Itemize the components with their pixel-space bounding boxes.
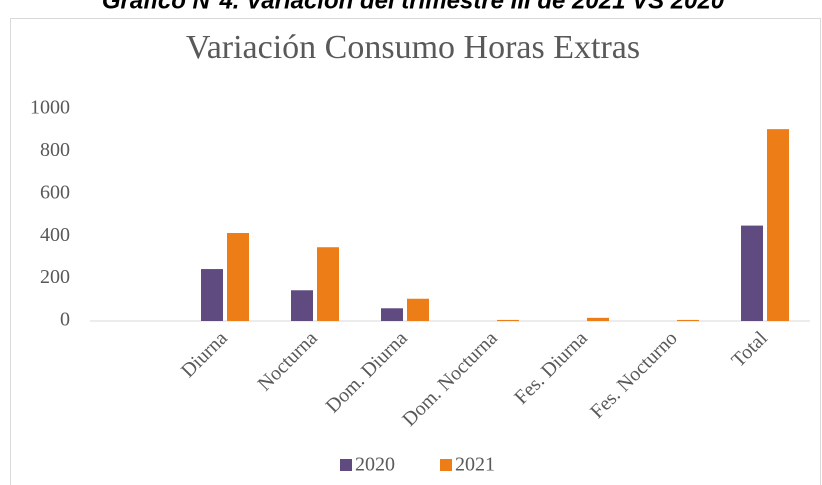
bar (227, 233, 249, 321)
bar (201, 269, 223, 321)
y-tick-label: 1000 (30, 97, 70, 119)
bar (317, 247, 339, 321)
x-tick-label: Nocturna (254, 327, 322, 395)
y-tick-label: 600 (40, 181, 70, 203)
chart-border (10, 18, 821, 485)
caption: Gráfico N°4. Variación del trimestre III… (102, 0, 725, 14)
x-tick-label: Fes. Diurna (510, 327, 592, 409)
x-tick-label: Dom. Nocturna (398, 327, 502, 431)
y-tick-label: 200 (40, 266, 70, 288)
bar (381, 308, 403, 321)
y-tick-label: 400 (40, 224, 70, 246)
legend-label: 2021 (455, 454, 495, 476)
x-tick-label: Dom. Diurna (322, 327, 412, 417)
bar (741, 225, 763, 321)
bar (497, 319, 519, 321)
y-tick-label: 0 (60, 309, 70, 331)
chart-title: Variación Consumo Horas Extras (186, 29, 640, 66)
bar (291, 290, 313, 321)
x-tick-label: Total (727, 327, 772, 372)
x-tick-label: Diurna (177, 327, 232, 382)
y-tick-label: 800 (40, 139, 70, 161)
legend-swatch (340, 459, 352, 471)
x-tick-label: Fes. Nocturno (586, 327, 682, 423)
bar (677, 319, 699, 321)
bar (587, 317, 609, 321)
legend-label: 2020 (355, 454, 395, 476)
legend-swatch (440, 459, 452, 471)
bar (407, 298, 429, 321)
bar (767, 129, 789, 321)
